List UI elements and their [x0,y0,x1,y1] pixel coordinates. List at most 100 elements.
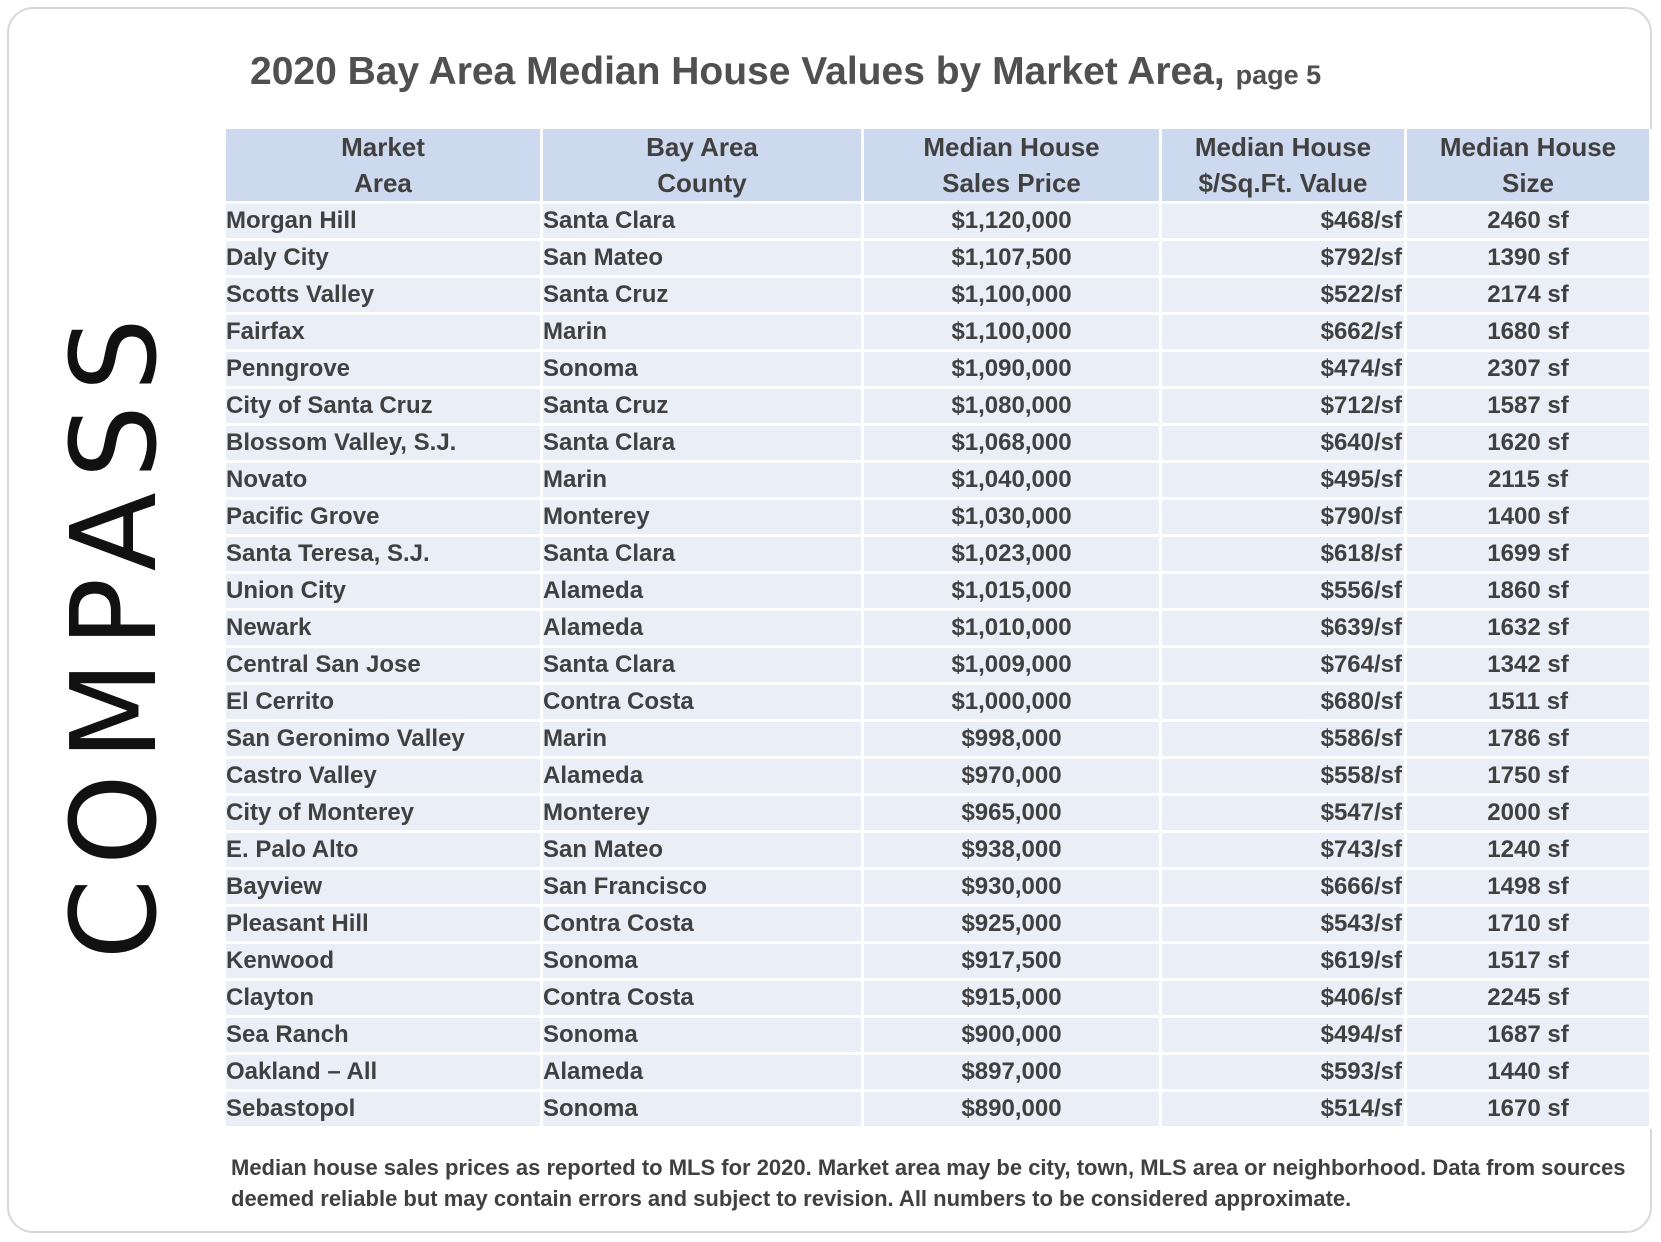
table-cell: $586/sf [1162,722,1407,759]
footnote: Median house sales prices as reported to… [231,1155,1626,1211]
table-row: Blossom Valley, S.J. Santa Clara $1,068,00… [226,426,1652,463]
table-cell: Marin [543,722,864,759]
table-cell: Clayton [226,981,543,1018]
header-row: Market Area Bay Area County Median House S… [226,129,1652,204]
table-cell: Central San Jose [226,648,543,685]
table-cell: 1400 sf [1407,500,1652,537]
table: Market Area Bay Area County Median House S… [226,129,1652,1129]
table-cell: $619/sf [1162,944,1407,981]
table-cell: 1750 sf [1407,759,1652,796]
table-row: Daly City San Mateo $1,107,500 $792/sf 1390 … [226,241,1652,278]
table-cell: Pacific Grove [226,500,543,537]
table-cell: $900,000 [864,1018,1162,1055]
table-cell: 2245 sf [1407,981,1652,1018]
table-cell: $930,000 [864,870,1162,907]
table-row: Pacific Grove Monterey $1,030,000 $790/sf 14… [226,500,1652,537]
table-cell: $1,000,000 [864,685,1162,722]
table-cell: Sonoma [543,352,864,389]
table-row: Bayview San Francisco $930,000 $666/sf 1498 … [226,870,1652,907]
table-cell: $998,000 [864,722,1162,759]
table-cell: Santa Clara [543,648,864,685]
table-body: Morgan Hill Santa Clara $1,120,000 $468/sf 2… [226,204,1652,1129]
table-cell: $543/sf [1162,907,1407,944]
table-cell: $790/sf [1162,500,1407,537]
title: 2020 Bay Area Median House Values by Mar… [250,50,1321,94]
table-cell: Union City [226,574,543,611]
table-cell: Santa Clara [543,537,864,574]
table-cell: $1,100,000 [864,278,1162,315]
table-cell: Castro Valley [226,759,543,796]
table-cell: 1699 sf [1407,537,1652,574]
table-cell: $639/sf [1162,611,1407,648]
table-cell: $1,015,000 [864,574,1162,611]
table-row: Oakland – All Alameda $897,000 $593/sf 1440 … [226,1055,1652,1092]
table-cell: $618/sf [1162,537,1407,574]
table-cell: $1,090,000 [864,352,1162,389]
table-cell: $897,000 [864,1055,1162,1092]
header-cell: Median House $/Sq.Ft. Value [1162,129,1407,204]
subtitle: page 5 [1235,60,1322,90]
table-cell: $1,068,000 [864,426,1162,463]
table-row: Scotts Valley Santa Cruz $1,100,000 $522/sf… [226,278,1652,315]
table-cell: 1687 sf [1407,1018,1652,1055]
header-cell: Median House Sales Price [864,129,1162,204]
table-cell: Daly City [226,241,543,278]
table-cell: $1,030,000 [864,500,1162,537]
table-row: E. Palo Alto San Mateo $938,000 $743/sf 1240… [226,833,1652,870]
table-cell: Monterey [543,500,864,537]
table-cell: Marin [543,315,864,352]
table-cell: Bayview [226,870,543,907]
table-cell: Sonoma [543,1092,864,1129]
table-row: Castro Valley Alameda $970,000 $558/sf 1750 … [226,759,1652,796]
table-cell: 1342 sf [1407,648,1652,685]
table-row: Clayton Contra Costa $915,000 $406/sf 2245 s… [226,981,1652,1018]
table-cell: 1511 sf [1407,685,1652,722]
table-row: Union City Alameda $1,015,000 $556/sf 1860 s… [226,574,1652,611]
table-cell: Fairfax [226,315,543,352]
table-cell: $474/sf [1162,352,1407,389]
table-cell: Alameda [543,574,864,611]
table-cell: 2000 sf [1407,796,1652,833]
table-cell: $1,040,000 [864,463,1162,500]
table-cell: $468/sf [1162,204,1407,241]
table-cell: 1620 sf [1407,426,1652,463]
table-cell: $666/sf [1162,870,1407,907]
table-cell: 1390 sf [1407,241,1652,278]
table-row: Sea Ranch Sonoma $900,000 $494/sf 1687 sf [226,1018,1652,1055]
table-cell: Scotts Valley [226,278,543,315]
table-cell: City of Santa Cruz [226,389,543,426]
table-cell: $522/sf [1162,278,1407,315]
table-cell: $965,000 [864,796,1162,833]
table-cell: San Mateo [543,833,864,870]
table-row: City of Santa Cruz Santa Cruz $1,080,000 $7… [226,389,1652,426]
table-cell: $764/sf [1162,648,1407,685]
table-cell: Alameda [543,759,864,796]
table-cell: Santa Cruz [543,278,864,315]
table-cell: $640/sf [1162,426,1407,463]
table-row: Newark Alameda $1,010,000 $639/sf 1632 sf [226,611,1652,648]
table-row: Santa Teresa, S.J. Santa Clara $1,023,000 $… [226,537,1652,574]
table-cell: Sebastopol [226,1092,543,1129]
table-row: Penngrove Sonoma $1,090,000 $474/sf 2307 sf [226,352,1652,389]
table-cell: Santa Clara [543,426,864,463]
table-cell: Santa Cruz [543,389,864,426]
table-cell: $792/sf [1162,241,1407,278]
table-cell: $558/sf [1162,759,1407,796]
table-cell: Morgan Hill [226,204,543,241]
table-cell: 1587 sf [1407,389,1652,426]
table-row: Fairfax Marin $1,100,000 $662/sf 1680 sf [226,315,1652,352]
table-cell: Alameda [543,1055,864,1092]
table-cell: $925,000 [864,907,1162,944]
table-row: Central San Jose Santa Clara $1,009,000 $76… [226,648,1652,685]
table-cell: E. Palo Alto [226,833,543,870]
table-cell: San Geronimo Valley [226,722,543,759]
header-cell: Median House Size [1407,129,1652,204]
table-cell: $712/sf [1162,389,1407,426]
table-cell: Newark [226,611,543,648]
table-cell: 1680 sf [1407,315,1652,352]
table-row: Morgan Hill Santa Clara $1,120,000 $468/sf 2… [226,204,1652,241]
table-cell: $938,000 [864,833,1162,870]
table-cell: Kenwood [226,944,543,981]
table-cell: $680/sf [1162,685,1407,722]
table-cell: $917,500 [864,944,1162,981]
